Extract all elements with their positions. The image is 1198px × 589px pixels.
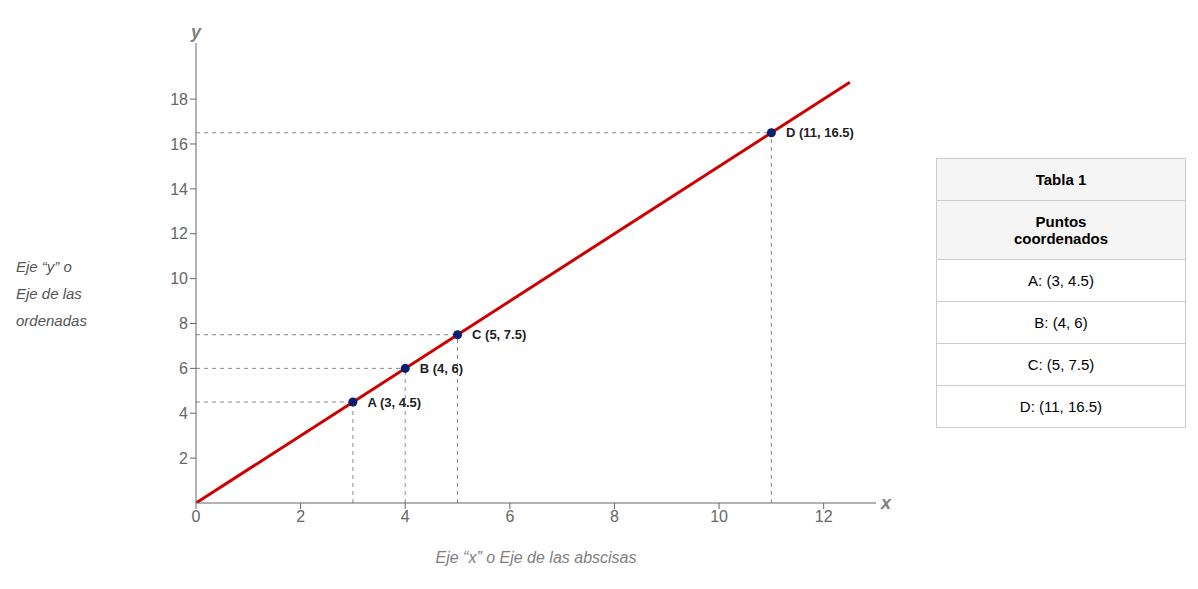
svg-text:2: 2 [179, 450, 188, 467]
svg-text:D (11, 16.5): D (11, 16.5) [786, 125, 854, 140]
svg-text:8: 8 [179, 315, 188, 332]
html-text:B: (4, 6): B: (4, 6) [1034, 314, 1088, 331]
svg-text:12: 12 [170, 225, 188, 242]
svg-text:10: 10 [710, 508, 728, 525]
html-text:Tabla 1: Tabla 1 [1035, 171, 1087, 188]
svg-text:12: 12 [815, 508, 833, 525]
svg-text:14: 14 [170, 181, 188, 198]
svg-text:A (3, 4.5): A (3, 4.5) [367, 395, 421, 410]
svg-text:C (5, 7.5): C (5, 7.5) [472, 327, 526, 342]
html-text:D: (11, 16.5): D: (11, 16.5) [1019, 398, 1103, 415]
html-text:Eje “y” o Eje de las ordenadas: Eje “y” o Eje de las ordenadas [16, 257, 87, 329]
svg-text:6: 6 [505, 508, 514, 525]
svg-text:6: 6 [179, 360, 188, 377]
svg-text:Eje “x” o Eje de las abscisas: Eje “x” o Eje de las abscisas [436, 549, 637, 566]
html-text:C: (5, 7.5): C: (5, 7.5) [1027, 356, 1095, 373]
svg-text:B (4, 6): B (4, 6) [420, 361, 463, 376]
html-text:A: (3, 4.5): A: (3, 4.5) [1028, 272, 1094, 289]
svg-text:4: 4 [401, 508, 410, 525]
svg-text:10: 10 [170, 270, 188, 287]
html-text:Puntos coordenados: Puntos coordenados [1013, 213, 1109, 247]
svg-text:4: 4 [179, 405, 188, 422]
svg-text:2: 2 [296, 508, 305, 525]
svg-text:16: 16 [170, 136, 188, 153]
svg-text:18: 18 [170, 91, 188, 108]
svg-text:y: y [190, 22, 202, 42]
svg-text:0: 0 [192, 508, 201, 525]
svg-text:8: 8 [610, 508, 619, 525]
svg-text:x: x [880, 493, 892, 513]
